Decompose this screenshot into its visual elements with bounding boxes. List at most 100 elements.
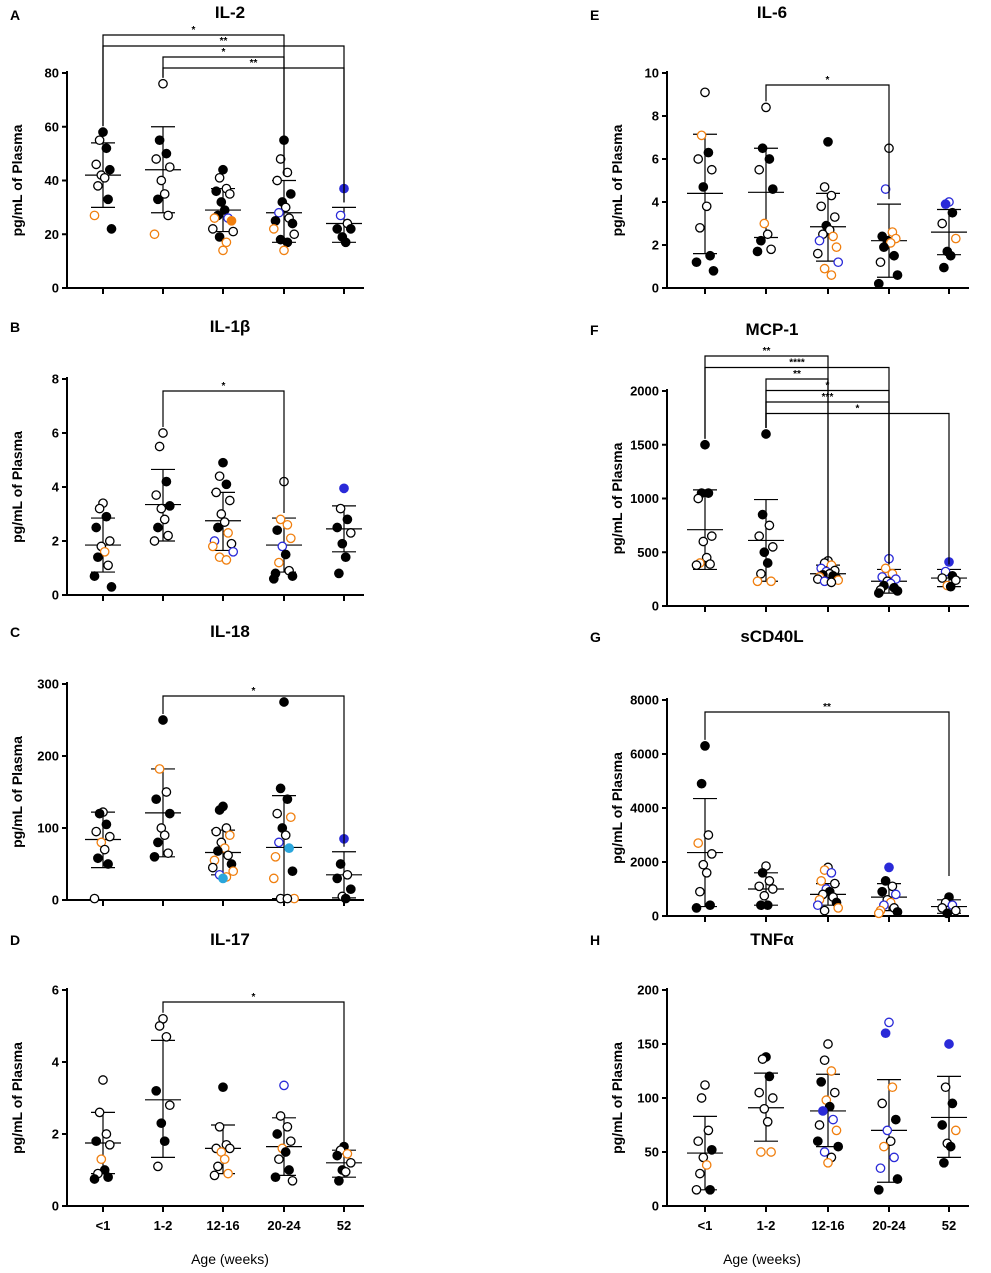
data-point bbox=[214, 172, 225, 183]
data-point bbox=[691, 560, 702, 571]
data-point bbox=[101, 143, 112, 154]
data-point bbox=[754, 881, 765, 892]
y-tick-label: 2 bbox=[52, 1127, 59, 1142]
y-tick-label: 2 bbox=[652, 238, 659, 253]
y-tick-label: 6 bbox=[52, 426, 59, 441]
data-point bbox=[272, 808, 283, 819]
data-point bbox=[950, 1125, 961, 1136]
data-point bbox=[340, 237, 351, 248]
group-4 bbox=[871, 1017, 907, 1195]
data-point bbox=[693, 154, 704, 164]
data-point bbox=[285, 533, 296, 544]
data-point bbox=[274, 557, 284, 568]
data-point bbox=[275, 1111, 286, 1121]
data-point bbox=[759, 547, 770, 558]
data-point bbox=[826, 270, 837, 280]
data-point bbox=[764, 876, 775, 886]
data-point bbox=[890, 889, 901, 900]
data-point bbox=[221, 237, 232, 248]
data-point bbox=[91, 522, 102, 533]
data-point bbox=[947, 207, 958, 218]
data-point bbox=[94, 808, 105, 819]
data-point bbox=[889, 1152, 899, 1163]
data-point bbox=[819, 1055, 830, 1066]
data-point bbox=[159, 514, 170, 525]
group-1 bbox=[687, 741, 723, 913]
data-point bbox=[826, 190, 837, 201]
significance-bracket: * bbox=[102, 25, 285, 176]
y-axis-label: pg/mL of Plasma bbox=[9, 1042, 25, 1154]
bracket-line bbox=[765, 412, 950, 565]
data-point bbox=[767, 1093, 778, 1103]
data-point bbox=[695, 1168, 705, 1179]
data-point bbox=[880, 876, 891, 886]
panel-b: B IL-1β pg/mL of Plasma 0 2 4 6 8 * bbox=[9, 317, 364, 603]
y-tick-label: 60 bbox=[45, 119, 59, 134]
data-point bbox=[335, 859, 346, 869]
data-point bbox=[942, 908, 953, 919]
data-point bbox=[880, 563, 891, 574]
data-point bbox=[98, 127, 108, 137]
group-4 bbox=[266, 476, 302, 584]
significance-bracket: * bbox=[162, 686, 345, 847]
data-point bbox=[158, 78, 168, 89]
data-point bbox=[221, 479, 232, 490]
data-point bbox=[884, 862, 894, 873]
data-point bbox=[833, 257, 844, 268]
data-point bbox=[693, 1136, 704, 1147]
group-1 bbox=[85, 807, 121, 904]
data-point bbox=[950, 905, 961, 916]
significance-bracket: ** bbox=[162, 58, 345, 203]
data-point bbox=[228, 546, 239, 557]
y-tick-label: 4 bbox=[652, 195, 660, 210]
data-point bbox=[223, 850, 233, 861]
data-point bbox=[214, 471, 225, 482]
y-tick-label: 4000 bbox=[630, 801, 659, 816]
data-point bbox=[161, 787, 172, 797]
data-point bbox=[700, 439, 710, 450]
group-2 bbox=[145, 78, 181, 240]
data-point bbox=[280, 1147, 291, 1157]
data-point bbox=[207, 224, 218, 234]
group-1 bbox=[687, 1080, 723, 1195]
data-point bbox=[701, 201, 712, 212]
y-tick-label: 500 bbox=[637, 545, 659, 560]
panel-d: D IL-17 pg/mL of Plasma 0 2 4 6 <1 1-2 12-16 20-24… bbox=[9, 930, 364, 1233]
data-point bbox=[101, 819, 112, 830]
significance-label: * bbox=[826, 75, 830, 86]
group-3 bbox=[810, 136, 846, 280]
y-tick-label: 80 bbox=[45, 66, 59, 81]
panel-letter: F bbox=[590, 322, 599, 338]
significance-label: **** bbox=[789, 358, 805, 369]
data-point bbox=[829, 1087, 840, 1098]
data-point bbox=[754, 164, 765, 175]
y-tick-label: 0 bbox=[52, 893, 59, 908]
data-point bbox=[759, 1103, 770, 1114]
data-point bbox=[823, 1039, 833, 1049]
data-point bbox=[161, 476, 172, 487]
data-point bbox=[332, 873, 343, 884]
group-5 bbox=[326, 1141, 362, 1186]
data-point bbox=[937, 573, 948, 583]
data-point bbox=[98, 1075, 108, 1085]
data-point bbox=[280, 830, 291, 841]
data-point bbox=[214, 232, 225, 242]
data-point bbox=[216, 509, 227, 519]
data-point bbox=[823, 1157, 833, 1168]
data-point bbox=[345, 1157, 356, 1168]
data-point bbox=[884, 1017, 894, 1028]
data-point bbox=[754, 531, 765, 541]
data-point bbox=[282, 893, 293, 904]
data-point bbox=[164, 501, 175, 511]
data-point bbox=[211, 186, 222, 197]
panel-f: F MCP-1pg/mL of Plasma0500100015002000***… bbox=[590, 320, 969, 614]
group-4 bbox=[871, 862, 907, 919]
group-5 bbox=[326, 183, 362, 248]
data-point bbox=[103, 859, 113, 869]
data-point bbox=[826, 1066, 837, 1076]
data-point bbox=[706, 849, 717, 859]
data-point bbox=[282, 794, 293, 805]
data-point bbox=[224, 495, 235, 506]
bracket-line bbox=[162, 695, 345, 847]
